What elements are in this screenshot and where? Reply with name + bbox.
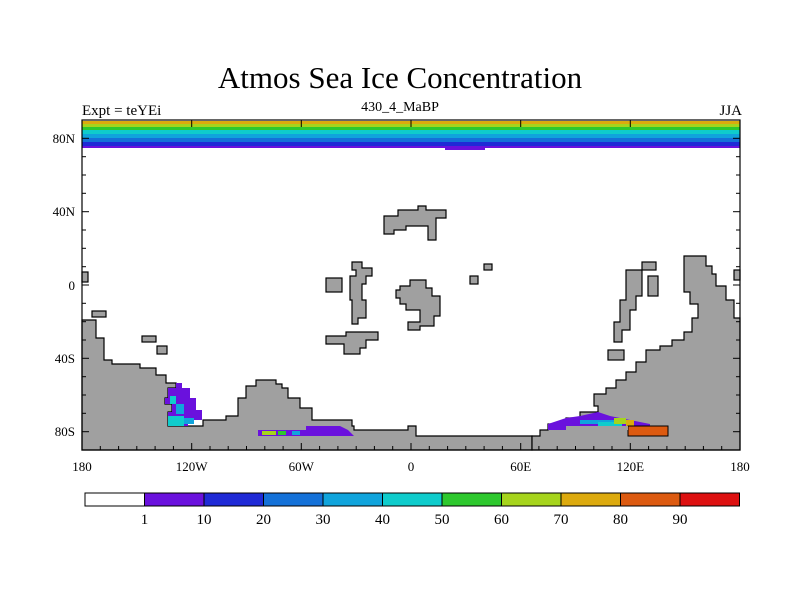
ice-band bbox=[82, 138, 740, 142]
colorbar-label: 50 bbox=[435, 512, 450, 528]
colorbar-box bbox=[679, 492, 740, 507]
x-tick-label: 120W bbox=[176, 459, 209, 474]
colorbar-box bbox=[263, 492, 324, 507]
ice-band bbox=[82, 127, 740, 130]
southern-sea-ice bbox=[165, 383, 669, 437]
land-island bbox=[91, 310, 107, 318]
y-tick-labels: 80N 40N 0 40S 80S bbox=[53, 131, 76, 439]
colorbar-label: 1 bbox=[141, 512, 149, 528]
colorbar-label: 70 bbox=[554, 512, 569, 528]
colorbar-box bbox=[144, 492, 205, 507]
ice-band bbox=[82, 142, 740, 146]
land-masses bbox=[81, 205, 741, 451]
ice-patch bbox=[566, 426, 628, 430]
colorbar-label: 40 bbox=[375, 512, 390, 528]
ice-patch bbox=[176, 404, 184, 414]
colorbar-box bbox=[84, 492, 145, 507]
y-ticks bbox=[82, 137, 740, 433]
land-central-south bbox=[325, 331, 379, 355]
ice-patch bbox=[626, 420, 634, 426]
colorbar-box bbox=[441, 492, 502, 507]
land-island bbox=[141, 335, 157, 343]
x-tick-label: 180 bbox=[730, 459, 750, 474]
colorbar-label: 60 bbox=[494, 512, 509, 528]
land-island bbox=[156, 345, 168, 355]
land-island bbox=[325, 277, 343, 293]
colorbar-box bbox=[382, 492, 443, 507]
season-label: JJA bbox=[719, 103, 742, 119]
x-tick-label: 60E bbox=[510, 459, 531, 474]
period-label: 430_4_MaBP bbox=[361, 100, 439, 115]
land-west-continent bbox=[81, 319, 533, 451]
land-east-continent bbox=[531, 255, 741, 451]
colorbar-label: 10 bbox=[197, 512, 212, 528]
ice-band bbox=[82, 134, 740, 138]
ice-patch bbox=[598, 422, 622, 426]
ice-patch bbox=[278, 431, 286, 435]
x-tick-label: 180 bbox=[72, 459, 92, 474]
colorbar-box bbox=[560, 492, 621, 507]
y-tick-label: 80N bbox=[53, 131, 76, 146]
x-tick-label: 120E bbox=[617, 459, 645, 474]
land-central-east bbox=[395, 279, 441, 331]
colorbar-box bbox=[322, 492, 383, 507]
ice-patch bbox=[184, 418, 194, 424]
land-island bbox=[607, 349, 625, 361]
ice-patch bbox=[168, 416, 184, 426]
land-island bbox=[733, 269, 741, 281]
y-tick-label: 40S bbox=[55, 351, 75, 366]
ice-patch bbox=[614, 418, 626, 424]
land-east-island bbox=[613, 269, 643, 343]
colorbar-box bbox=[501, 492, 562, 507]
land-island bbox=[469, 275, 479, 285]
land-island bbox=[641, 261, 657, 271]
colorbar-label: 80 bbox=[613, 512, 628, 528]
minor-ticks bbox=[82, 156, 740, 450]
map-plot bbox=[81, 119, 741, 451]
y-tick-label: 40N bbox=[53, 204, 76, 219]
x-tick-labels: 180 120W 60W 0 60E 120E 180 bbox=[72, 459, 750, 474]
page-title: Atmos Sea Ice Concentration bbox=[217, 60, 583, 95]
ice-patch bbox=[292, 431, 300, 435]
ice-band bbox=[82, 146, 740, 148]
x-tick-label: 60W bbox=[289, 459, 315, 474]
colorbar-label: 30 bbox=[316, 512, 331, 528]
colorbar-box bbox=[620, 492, 681, 507]
land-north-central bbox=[383, 205, 447, 241]
colorbar: 1 10 20 30 40 50 60 70 80 90 bbox=[84, 492, 740, 528]
ice-patch bbox=[306, 426, 354, 436]
colorbar-label: 20 bbox=[256, 512, 271, 528]
colorbar-label: 90 bbox=[673, 512, 688, 528]
colorbar-box bbox=[203, 492, 264, 507]
land-island bbox=[647, 275, 659, 297]
ice-patch bbox=[262, 431, 276, 435]
ice-patch bbox=[580, 420, 614, 424]
ice-band bbox=[82, 130, 740, 134]
x-ticks bbox=[81, 120, 741, 450]
ice-band bbox=[445, 148, 485, 150]
ice-patch bbox=[170, 396, 176, 404]
ice-patch bbox=[627, 425, 669, 437]
x-tick-label: 0 bbox=[408, 459, 415, 474]
y-tick-label: 80S bbox=[55, 424, 75, 439]
y-tick-label: 0 bbox=[69, 278, 76, 293]
land-island bbox=[483, 263, 493, 271]
experiment-label: Expt = teYEi bbox=[82, 103, 162, 119]
land-central-west bbox=[349, 261, 373, 325]
land-island bbox=[81, 271, 89, 283]
